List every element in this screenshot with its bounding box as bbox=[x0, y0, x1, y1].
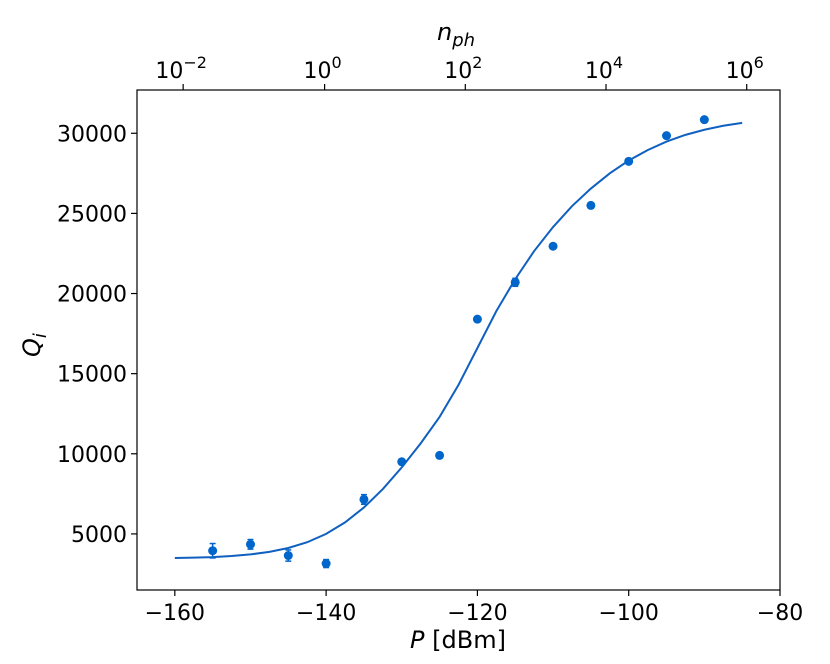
x-tick-label: −100 bbox=[598, 601, 658, 626]
fit-curve-group bbox=[174, 121, 743, 559]
x-axis-title: P [dBm] bbox=[410, 626, 506, 654]
top-tick-exponent: 2 bbox=[472, 53, 482, 72]
top-tick-base: 10 bbox=[585, 59, 613, 84]
y-tick-label: 25000 bbox=[57, 202, 127, 227]
top-tick-label: 104 bbox=[585, 53, 623, 84]
data-point bbox=[662, 131, 672, 141]
data-point bbox=[624, 156, 634, 166]
top-tick-label: 106 bbox=[726, 53, 764, 84]
top-tick-label: 100 bbox=[304, 53, 342, 84]
top-tick-label: 102 bbox=[444, 53, 482, 84]
y-tick-label: 30000 bbox=[57, 122, 127, 147]
top-tick-base: 10 bbox=[304, 59, 332, 84]
y-tick-label: 15000 bbox=[57, 363, 127, 388]
top-axis-title-main: n bbox=[437, 18, 452, 46]
data-points-group bbox=[208, 115, 709, 569]
data-point bbox=[699, 115, 709, 125]
data-point bbox=[245, 539, 255, 549]
x-tick-label: −160 bbox=[145, 601, 205, 626]
x-axis-title-main: P bbox=[410, 626, 425, 654]
y-tick-label: 10000 bbox=[57, 443, 127, 468]
x-axis-title-unit: [dBm] bbox=[425, 626, 506, 654]
top-tick-base: 10 bbox=[726, 59, 754, 84]
fit-curve-line bbox=[174, 121, 743, 559]
top-axis-title: nph bbox=[437, 18, 475, 51]
data-point bbox=[435, 450, 445, 460]
y-axis: 5000 10000 15000 20000 25000 30000 bbox=[57, 122, 137, 548]
y-tick-label: 5000 bbox=[71, 523, 127, 548]
x-axis: −160 −140 −120 −100 −80 bbox=[145, 590, 803, 626]
top-tick-exponent: 0 bbox=[332, 53, 342, 72]
data-point bbox=[586, 200, 596, 210]
data-point bbox=[397, 457, 407, 467]
x-tick-label: −120 bbox=[447, 601, 507, 626]
data-point bbox=[510, 277, 520, 287]
y-axis-title-sub: i bbox=[30, 333, 51, 338]
top-tick-exponent: 4 bbox=[613, 53, 623, 72]
x-tick-label: −80 bbox=[757, 601, 803, 626]
top-tick-exponent: −2 bbox=[183, 53, 207, 72]
x-tick-label: −140 bbox=[296, 601, 356, 626]
data-point bbox=[283, 551, 293, 561]
top-tick-base: 10 bbox=[444, 59, 472, 84]
top-tick-base: 10 bbox=[155, 59, 183, 84]
data-point bbox=[472, 314, 482, 324]
data-point bbox=[359, 494, 369, 504]
y-axis-title-main: Q bbox=[18, 338, 46, 357]
top-axis: 10−2 100 102 104 106 bbox=[155, 53, 764, 90]
data-point bbox=[208, 546, 218, 556]
plot-frame bbox=[136, 89, 781, 591]
y-tick-label: 20000 bbox=[57, 283, 127, 308]
data-point bbox=[548, 241, 558, 251]
top-tick-exponent: 6 bbox=[754, 53, 764, 72]
top-axis-title-sub: ph bbox=[451, 30, 475, 51]
y-axis-title: Qi bbox=[18, 333, 51, 357]
data-point bbox=[321, 559, 331, 569]
top-tick-label: 10−2 bbox=[155, 53, 207, 84]
